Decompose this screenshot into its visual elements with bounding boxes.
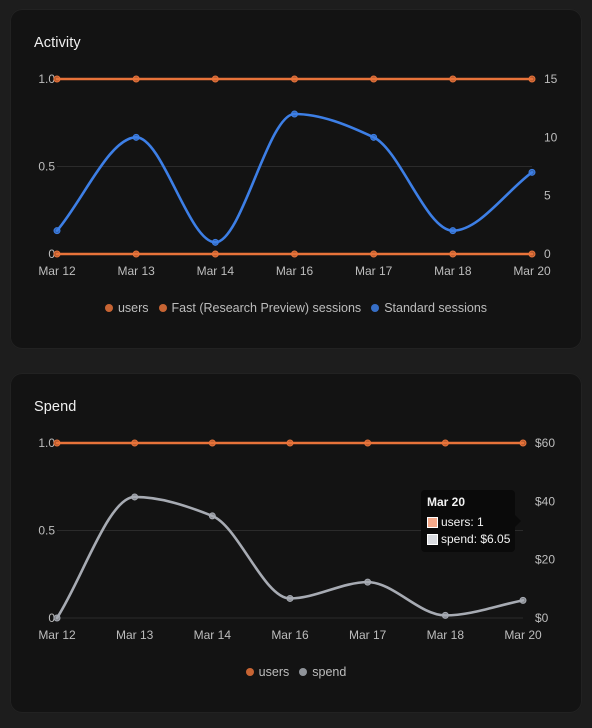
spend-series-1-point-3 [286, 594, 294, 602]
activity-y-left-tick: 0 [48, 247, 55, 261]
spend-legend-item-1[interactable]: spend [299, 665, 346, 679]
activity-series-2-point-4 [370, 133, 378, 141]
spend-series-0-point-4 [364, 439, 372, 447]
activity-x-tick: Mar 20 [513, 264, 551, 278]
spend-x-tick: Mar 18 [427, 628, 465, 642]
activity-series-0-point-0 [53, 75, 61, 83]
activity-series-1-point-0 [53, 250, 61, 258]
activity-series-2-point-0 [53, 227, 61, 235]
activity-y-right-tick: 10 [544, 130, 558, 144]
spend-title: Spend [34, 399, 77, 415]
tooltip-row-users: users: 1 [427, 515, 484, 529]
activity-series-2-point-3 [291, 110, 298, 118]
activity-y-right-tick: 15 [544, 72, 558, 86]
activity-series-2-point-2 [211, 238, 219, 246]
activity-series-2-point-5 [449, 227, 457, 235]
activity-chart: 0 0.5 1.0 0 5 10 15 Mar 12 Mar 13 Mar 14 Mar 16 Mar… [38, 72, 558, 278]
activity-x-tick: Mar 13 [117, 264, 155, 278]
spend-y-right-tick: $0 [535, 611, 549, 625]
activity-legend-item-2[interactable]: Standard sessions [371, 301, 487, 315]
activity-y-right-tick: 0 [544, 247, 551, 261]
activity-title: Activity [34, 35, 81, 51]
spend-y-left-tick: 0.5 [38, 524, 55, 538]
spend-x-tick: Mar 14 [194, 628, 232, 642]
activity-legend: users Fast (Research Preview) sessions Sta… [10, 301, 582, 315]
legend-label: spend [312, 665, 347, 679]
spend-series-1-point-1 [131, 493, 139, 501]
legend-dot [158, 304, 167, 312]
activity-series-1-point-1 [132, 250, 140, 258]
spend-series-1-point-5 [441, 611, 449, 619]
spend-chart: 0 0.5 1.0 $0 $20 $40 $60 Mar 12 Mar 13 Mar 14 Mar … [38, 436, 555, 642]
activity-series-1-point-2 [211, 250, 219, 258]
activity-x-tick: Mar 18 [434, 264, 472, 278]
spend-legend-item-0[interactable]: users [245, 665, 290, 679]
activity-series-line-2 [55, 112, 534, 244]
activity-series-0-point-6 [528, 75, 536, 83]
legend-label: users [258, 665, 290, 679]
spend-series-0-point-0 [53, 439, 61, 447]
activity-y-right-tick: 5 [544, 189, 551, 203]
activity-legend-item-0[interactable]: users [104, 301, 149, 315]
spend-legend: users spend [10, 665, 582, 679]
legend-dot [371, 304, 380, 312]
activity-card: Activity 0 0.5 1.0 0 5 10 15 Mar 12 Mar 13 Mar 14… [10, 9, 582, 349]
legend-label: Standard sessions [384, 301, 488, 315]
spend-y-right-tick: $40 [535, 494, 555, 508]
activity-x-tick: Mar 12 [38, 264, 76, 278]
spend-series-1-point-2 [208, 512, 216, 520]
spend-series-0-point-3 [286, 439, 294, 447]
activity-series-0-point-5 [449, 75, 457, 83]
activity-series-0-point-3 [291, 75, 298, 83]
activity-series-2-point-1 [132, 133, 140, 141]
activity-legend-item-1[interactable]: Fast (Research Preview) sessions [158, 301, 362, 315]
spend-series-0-point-2 [208, 439, 216, 447]
spend-series-0-point-5 [441, 439, 449, 447]
tooltip-spend-text: spend: $6.05 [441, 532, 511, 546]
activity-series-1-point-5 [449, 250, 457, 258]
activity-series-1-point-3 [291, 250, 298, 258]
spend-series-1-point-6 [519, 596, 527, 604]
spend-series-1-point-0 [53, 614, 61, 622]
legend-label: users [117, 301, 149, 315]
spend-x-tick: Mar 13 [116, 628, 154, 642]
tooltip-users-text: users: 1 [441, 515, 484, 529]
activity-series-0-point-2 [211, 75, 219, 83]
tooltip-swatch-spend [427, 534, 438, 545]
spend-x-tick: Mar 12 [38, 628, 76, 642]
tooltip-row-spend: spend: $6.05 [427, 532, 510, 546]
activity-y-left-tick: 0.5 [38, 160, 55, 174]
tooltip-swatch-users [427, 517, 438, 528]
spend-card: Spend 0 0.5 1.0 $0 $20 $40 $60 Mar 12 Mar 13 Mar … [10, 373, 582, 713]
legend-label: Fast (Research Preview) sessions [171, 301, 362, 315]
activity-series-0-point-4 [370, 75, 378, 83]
legend-dot [299, 668, 308, 676]
activity-series-0-point-1 [132, 75, 140, 83]
chart-tooltip: Mar 20 users: 1 spend: $6.05 [421, 490, 521, 552]
spend-x-tick: Mar 17 [349, 628, 387, 642]
activity-y-left-tick: 1.0 [38, 72, 55, 86]
spend-x-tick: Mar 16 [271, 628, 309, 642]
tooltip-title: Mar 20 [427, 495, 466, 509]
spend-y-left-tick: 0 [48, 611, 55, 625]
spend-y-right-tick: $20 [535, 553, 555, 567]
spend-y-left-tick: 1.0 [38, 436, 55, 450]
spend-y-right-tick: $60 [535, 436, 555, 450]
spend-series-1-point-4 [364, 578, 372, 586]
activity-series-1-point-4 [370, 250, 378, 258]
legend-dot [104, 304, 113, 312]
spend-series-line-1 [55, 495, 525, 620]
activity-x-tick: Mar 14 [197, 264, 235, 278]
spend-series-0-point-1 [131, 439, 139, 447]
activity-series-2-point-6 [528, 168, 536, 176]
spend-x-tick: Mar 20 [504, 628, 542, 642]
legend-dot [245, 668, 254, 676]
activity-x-tick: Mar 16 [276, 264, 314, 278]
spend-series-0-point-6 [519, 439, 527, 447]
activity-series-1-point-6 [528, 250, 536, 258]
activity-x-tick: Mar 17 [355, 264, 393, 278]
